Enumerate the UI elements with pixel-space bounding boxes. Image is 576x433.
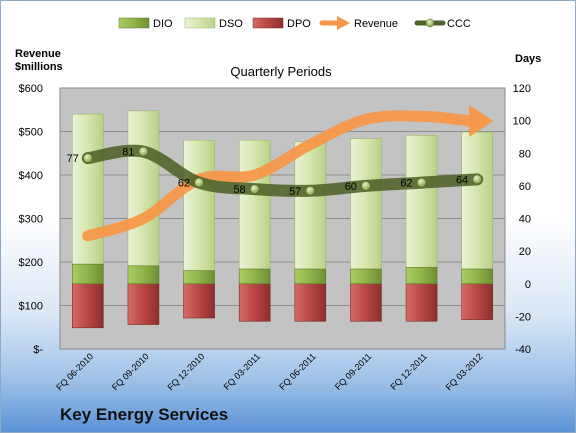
bar-dso (238, 139, 271, 270)
right-axis-tick: 0 (525, 279, 531, 291)
bar-dso (461, 131, 493, 270)
ccc-point (305, 185, 316, 196)
ccc-data-label: 77 (67, 153, 79, 165)
right-axis-tick: 120 (513, 83, 531, 95)
bar-dpo (405, 283, 438, 322)
bar-dpo (238, 283, 271, 322)
x-axis-tick: FQ 03-2011 (222, 351, 263, 392)
bar-dso (183, 139, 215, 271)
ccc-data-label: 58 (233, 184, 245, 196)
bar-dio (238, 268, 271, 285)
bar-dso (405, 135, 438, 268)
ccc-point (138, 146, 149, 157)
ccc-data-label: 57 (289, 186, 301, 198)
bar-dso (127, 110, 160, 267)
ccc-point (472, 174, 482, 185)
right-axis-ticks: -40 -20 0 20 40 60 80 100 120 (513, 83, 531, 356)
left-axis-title-line1: Revenue (15, 48, 61, 60)
legend-label-dio: DIO (153, 18, 173, 30)
legend-label-dpo: DPO (287, 18, 311, 30)
legend: DIO DSO DPO Revenue CCC (118, 16, 471, 30)
left-axis-tick: $400 (19, 170, 43, 182)
left-axis-tick: $300 (19, 214, 43, 226)
chart-subtitle: Quarterly Periods (230, 64, 332, 79)
ccc-point (416, 177, 427, 188)
legend-ccc-line-icon (414, 18, 446, 28)
x-axis-ticks: FQ 06-2010 FQ 09-2010 FQ 12-2010 FQ 03-2011… (54, 351, 484, 392)
x-axis-tick: FQ 03-2012 (444, 351, 485, 392)
left-axis-tick: $200 (19, 257, 43, 269)
right-axis-tick: -20 (515, 311, 531, 323)
ccc-data-label: 62 (400, 178, 412, 190)
ccc-point (361, 181, 371, 191)
bar-dpo (183, 283, 215, 319)
right-axis-tick: 40 (519, 214, 531, 226)
bar-dpo (350, 283, 382, 322)
right-axis-title: Days (515, 53, 541, 65)
x-axis-tick: FQ 12-2011 (388, 351, 429, 392)
bar-dio (350, 268, 382, 285)
ccc-series (81, 144, 484, 197)
bar-dio (127, 265, 160, 285)
legend-swatch-dso (184, 17, 216, 29)
ccc-data-labels: 77 81 62 58 57 60 62 64 (67, 147, 469, 198)
x-axis-tick: FQ 09-2010 (110, 351, 151, 392)
legend-label-revenue: Revenue (354, 18, 398, 30)
bar-dio (183, 270, 215, 285)
right-axis-tick: 20 (519, 246, 531, 258)
ccc-point (83, 153, 93, 163)
x-axis-tick: FQ 09-2011 (333, 351, 374, 392)
ccc-data-label: 60 (345, 181, 357, 193)
right-axis-tick: 80 (519, 148, 531, 160)
legend-label-dso: DSO (219, 18, 243, 30)
bar-dpo (72, 283, 104, 329)
bar-dpo (461, 283, 493, 320)
bar-dso (72, 113, 104, 265)
x-axis-tick: FQ 06-2010 (54, 351, 95, 392)
bar-dio (72, 263, 104, 285)
ccc-data-label: 64 (456, 174, 468, 186)
ccc-line (81, 144, 484, 197)
left-axis-tick: $- (33, 344, 43, 356)
bar-dio (294, 268, 327, 285)
left-axis-ticks: $- $100 $200 $300 $400 $500 $600 (19, 83, 44, 356)
revenue-line (82, 110, 477, 242)
bar-dio (405, 267, 438, 285)
right-axis-tick: 60 (519, 181, 531, 193)
ccc-point (194, 177, 204, 188)
revenue-arrowhead (469, 105, 494, 138)
legend-swatch-dpo (252, 17, 284, 29)
bar-dpo (294, 283, 327, 322)
x-axis-tick: FQ 12-2010 (165, 351, 206, 392)
bar-dso (294, 141, 327, 270)
ccc-point (249, 184, 260, 194)
revenue-series (82, 105, 494, 242)
legend-swatch-dio (118, 17, 150, 29)
bar-dpo (127, 283, 160, 325)
right-axis-tick: 100 (513, 116, 531, 128)
ccc-data-label: 81 (122, 147, 134, 159)
left-axis-title-line2: $millions (15, 61, 63, 73)
bar-dio (461, 268, 493, 285)
x-axis-tick: FQ 06-2011 (277, 351, 318, 392)
right-axis-tick: -40 (515, 344, 531, 356)
bar-dso (350, 138, 382, 270)
left-axis-tick: $600 (19, 83, 43, 95)
legend-revenue-arrow-icon (319, 16, 350, 30)
legend-label-ccc: CCC (447, 18, 471, 30)
left-axis-tick: $100 (19, 301, 43, 313)
company-name: Key Energy Services (60, 405, 229, 424)
left-axis-tick: $500 (19, 127, 43, 139)
ccc-data-label: 62 (178, 178, 190, 190)
